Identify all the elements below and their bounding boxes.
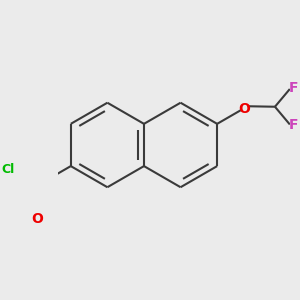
- Text: F: F: [289, 118, 298, 133]
- Text: Cl: Cl: [2, 163, 15, 176]
- Text: O: O: [238, 102, 250, 116]
- Text: F: F: [289, 81, 298, 95]
- Text: O: O: [32, 212, 44, 226]
